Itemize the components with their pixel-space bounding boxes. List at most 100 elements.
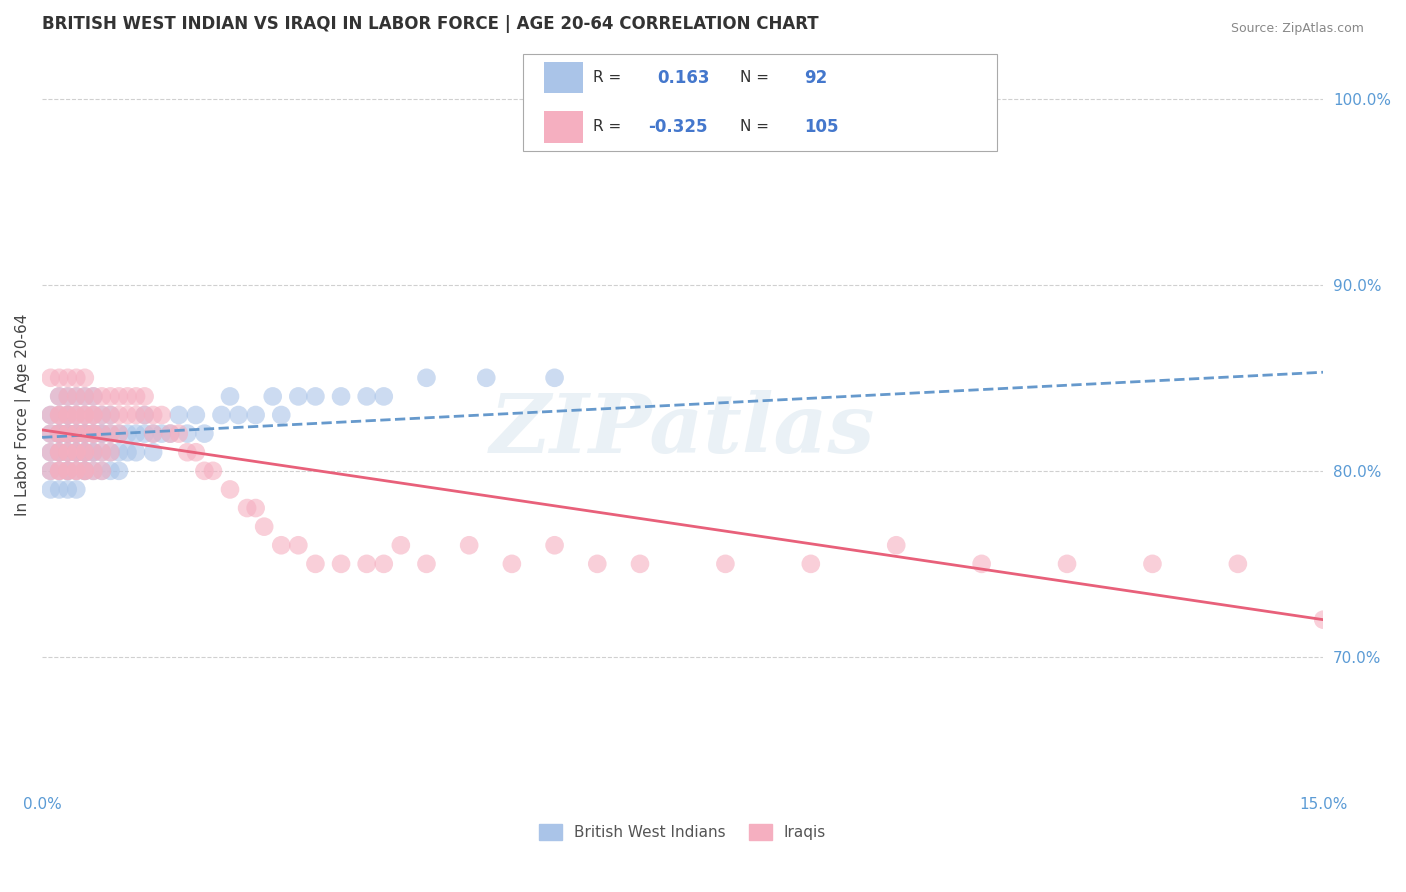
Point [90,389,112,403]
Point [39,371,62,385]
Point [628,557,651,571]
Point [39,445,62,459]
Point [82,445,104,459]
Point [1056,557,1078,571]
Point [100,445,122,459]
Point [65,483,87,497]
Point [73,464,96,478]
Point [159,426,181,441]
Point [73,426,96,441]
Point [82,464,104,478]
Point [253,519,276,533]
Point [48,371,70,385]
Point [39,426,62,441]
Point [100,408,122,422]
Point [134,426,156,441]
Point [82,389,104,403]
Point [56,445,79,459]
Point [201,464,224,478]
Point [65,408,87,422]
Point [48,426,70,441]
Point [73,445,96,459]
Point [56,464,79,478]
Point [73,445,96,459]
Point [270,538,292,552]
Point [73,426,96,441]
Point [56,464,79,478]
Point [48,426,70,441]
Point [167,426,190,441]
Point [82,464,104,478]
Point [970,557,993,571]
Point [304,557,326,571]
Point [73,426,96,441]
Point [56,389,79,403]
Point [134,408,156,422]
Point [108,389,131,403]
Point [1329,762,1351,776]
Point [73,408,96,422]
Point [65,445,87,459]
Point [56,426,79,441]
Point [176,426,198,441]
Point [100,426,122,441]
Point [100,408,122,422]
Text: 105: 105 [804,118,839,136]
Point [475,371,498,385]
Point [56,371,79,385]
Point [73,464,96,478]
Point [134,408,156,422]
Point [65,371,87,385]
Point [90,408,112,422]
Point [48,389,70,403]
Point [48,408,70,422]
Point [142,445,165,459]
Point [142,426,165,441]
Point [65,389,87,403]
Point [389,538,412,552]
Point [73,426,96,441]
Text: 0.163: 0.163 [657,69,710,87]
Text: N =: N = [741,120,769,135]
Point [90,464,112,478]
Point [56,426,79,441]
Point [1226,557,1249,571]
Point [193,426,215,441]
Point [65,445,87,459]
Point [150,426,173,441]
Text: R =: R = [593,70,621,86]
Point [884,538,907,552]
Point [245,408,267,422]
Point [65,445,87,459]
Point [48,464,70,478]
Point [90,426,112,441]
Point [65,389,87,403]
Point [56,408,79,422]
Point [415,557,437,571]
Point [82,426,104,441]
Point [65,426,87,441]
Bar [544,62,582,94]
Point [82,445,104,459]
Point [39,445,62,459]
Point [82,408,104,422]
Point [65,464,87,478]
Point [714,557,737,571]
Point [73,389,96,403]
Point [39,464,62,478]
Point [287,538,309,552]
Point [134,389,156,403]
Point [56,464,79,478]
Point [73,408,96,422]
Point [56,389,79,403]
Point [56,445,79,459]
Point [125,445,148,459]
Point [48,464,70,478]
Point [73,371,96,385]
Point [142,426,165,441]
Point [73,445,96,459]
Point [219,389,242,403]
Point [48,426,70,441]
Point [108,408,131,422]
Point [117,408,139,422]
